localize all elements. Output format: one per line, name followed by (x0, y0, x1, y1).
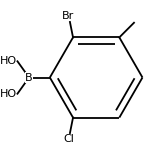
Text: Br: Br (62, 11, 75, 21)
Text: Cl: Cl (63, 134, 74, 144)
Text: HO: HO (0, 56, 17, 66)
Text: B: B (25, 73, 33, 82)
Text: HO: HO (0, 89, 17, 99)
